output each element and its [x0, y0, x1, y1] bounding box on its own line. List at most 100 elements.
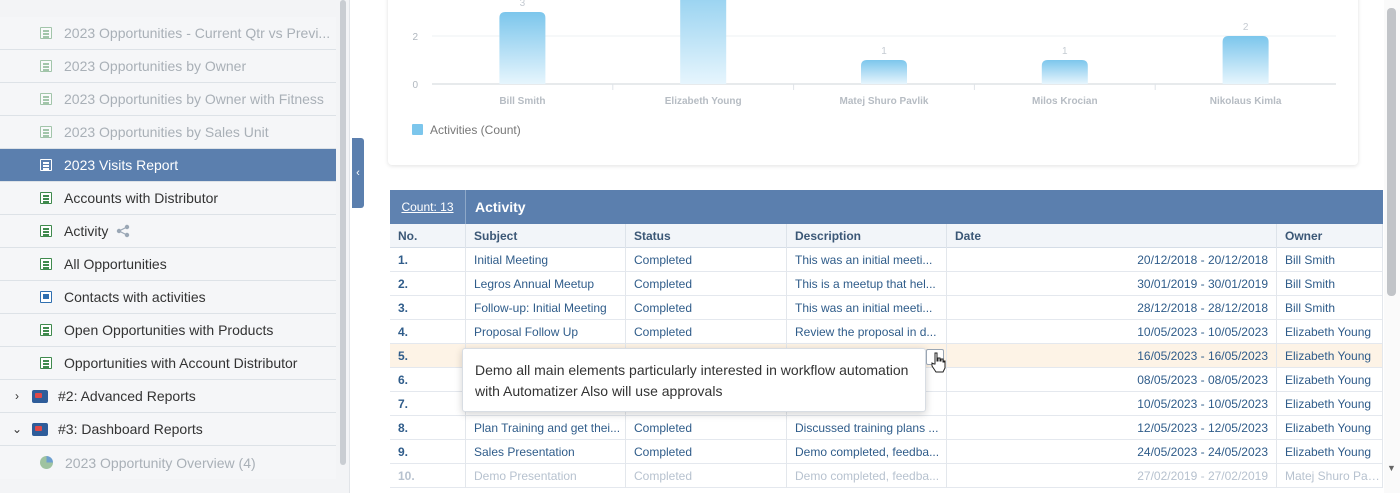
sidebar-report-item[interactable]: Open Opportunities with Products: [0, 314, 336, 347]
y-tick-label: 2: [412, 32, 418, 43]
chevron-down-icon[interactable]: ⌄: [11, 422, 23, 436]
description-cell: a...: [787, 392, 947, 416]
status-cell: Completed: [626, 272, 787, 296]
table-row[interactable]: 3. Follow-up: Initial Meeting Completed Thi…: [390, 296, 1383, 320]
column-header[interactable]: Status: [626, 224, 787, 248]
table-row[interactable]: 10. Demo Presentation Completed Demo comple…: [390, 464, 1383, 488]
description-cell: Discussed training plans ...: [787, 416, 947, 440]
report-icon: [40, 159, 52, 171]
sidebar-report-item[interactable]: 2023 Opportunities by Sales Unit: [0, 116, 336, 149]
report-icon: [40, 225, 52, 237]
share-icon[interactable]: [116, 224, 130, 238]
description-cell: [787, 368, 947, 392]
bar-3[interactable]: [1041, 60, 1088, 84]
status-cell: Completed: [626, 464, 787, 488]
pie-chart-icon: [40, 456, 53, 469]
table-row[interactable]: 9. Sales Presentation Completed Demo comple…: [390, 440, 1383, 464]
date-cell: 16/05/2023 - 16/05/2023: [947, 344, 1277, 368]
sidebar-report-item[interactable]: Accounts with Distributor: [0, 182, 336, 215]
sidebar-report-item[interactable]: Contacts with activities: [0, 281, 336, 314]
bar-1[interactable]: [680, 0, 727, 84]
main-scrollbar-thumb[interactable]: [1387, 8, 1396, 296]
owner-cell: Elizabeth Young: [1277, 416, 1383, 440]
description-cell: Review the proposal in d...: [787, 320, 947, 344]
table-row[interactable]: 2. Legros Annual Meetup Completed This is a…: [390, 272, 1383, 296]
description-cell: This was an initial meeti...: [787, 296, 947, 320]
sidebar-scrollbar-thumb[interactable]: [340, 0, 346, 465]
sidebar-scrollbar[interactable]: [338, 0, 348, 493]
sidebar-report-item[interactable]: 2023 Opportunities by Owner: [0, 50, 336, 83]
sidebar-report-item[interactable]: 2023 Opportunities by Owner with Fitness: [0, 83, 336, 116]
table-row[interactable]: 8. Plan Training and get thei... Completed…: [390, 416, 1383, 440]
sidebar-folder[interactable]: ⌄ #3: Dashboard Reports: [0, 413, 336, 446]
report-icon: [40, 60, 52, 72]
table-row[interactable]: 4. Proposal Follow Up Completed Review the …: [390, 320, 1383, 344]
sidebar-dashboard-item[interactable]: 2023 Opportunity Overview (4): [0, 446, 336, 479]
owner-cell: Elizabeth Young: [1277, 320, 1383, 344]
sidebar-report-label: 2023 Opportunities - Current Qtr vs Prev…: [64, 25, 331, 41]
column-header[interactable]: Description: [787, 224, 947, 248]
subject-cell[interactable]: Proposal Follow Up: [466, 320, 626, 344]
report-icon: [40, 258, 52, 270]
row-number: 8.: [390, 416, 466, 440]
owner-cell: Bill Smith: [1277, 296, 1383, 320]
sidebar-report-item[interactable]: 2023 Opportunities - Current Qtr vs Prev…: [0, 17, 336, 50]
bar-2[interactable]: [861, 60, 907, 84]
grid-group-header: Count: 13 Activity: [390, 190, 1383, 224]
main-scrollbar[interactable]: ▼: [1384, 0, 1400, 493]
report-icon: [40, 27, 52, 39]
x-tick-label: Matej Shuro Pavlik: [840, 96, 929, 107]
sidebar-report-item[interactable]: Opportunities with Account Distributor: [0, 347, 336, 380]
report-icon: [40, 324, 52, 336]
sidebar-report-label: Contacts with activities: [64, 289, 206, 305]
date-cell: 30/01/2019 - 30/01/2019: [947, 272, 1277, 296]
bar-0[interactable]: [499, 12, 546, 84]
owner-cell: Matej Shuro Pavlik: [1277, 464, 1383, 488]
y-tick-label: 0: [412, 80, 418, 91]
date-cell: 28/12/2018 - 28/12/2018: [947, 296, 1277, 320]
column-header[interactable]: Subject: [466, 224, 626, 248]
sidebar-report-item[interactable]: All Opportunities: [0, 248, 336, 281]
subject-cell[interactable]: Legros Annual Meetup: [466, 272, 626, 296]
report-icon: [40, 192, 52, 204]
owner-cell: Bill Smith: [1277, 248, 1383, 272]
owner-cell: Elizabeth Young: [1277, 440, 1383, 464]
group-title: Activity: [475, 199, 526, 215]
subject-cell[interactable]: Demo Presentation: [466, 464, 626, 488]
bar-4[interactable]: [1222, 36, 1269, 84]
row-number: 3.: [390, 296, 466, 320]
sidebar-folder[interactable]: › #2: Advanced Reports: [0, 380, 336, 413]
description-cell: Demo completed, feedba...: [787, 440, 947, 464]
sidebar-report-item[interactable]: Activity: [0, 215, 336, 248]
legend-label: Activities (Count): [430, 123, 521, 137]
sidebar-report-label: 2023 Opportunities by Sales Unit: [64, 124, 269, 140]
owner-cell: Elizabeth Young: [1277, 344, 1383, 368]
table-row[interactable]: 1. Initial Meeting Completed This was an in…: [390, 248, 1383, 272]
status-cell: Completed: [626, 440, 787, 464]
subject-cell[interactable]: Plan Training and get thei...: [466, 416, 626, 440]
x-tick-label: Milos Krocian: [1032, 96, 1098, 107]
report-sidebar: 2023 Opportunities - Current Qtr vs Prev…: [0, 0, 350, 493]
status-cell: Completed: [626, 416, 787, 440]
description-cell: Demo completed, feedba...: [787, 464, 947, 488]
date-cell: 24/05/2023 - 24/05/2023: [947, 440, 1277, 464]
x-tick-label: Bill Smith: [499, 96, 545, 107]
description-tooltip: Demo all main elements particularly inte…: [462, 348, 926, 412]
owner-cell: Bill Smith: [1277, 272, 1383, 296]
chevron-right-icon[interactable]: ›: [15, 389, 19, 403]
report-icon: [40, 93, 52, 105]
subject-cell[interactable]: Initial Meeting: [466, 248, 626, 272]
x-tick-label: Elizabeth Young: [665, 96, 742, 107]
status-cell: Completed: [626, 248, 787, 272]
subject-cell[interactable]: Sales Presentation: [466, 440, 626, 464]
count-link[interactable]: Count: 13: [390, 190, 466, 224]
column-header[interactable]: Owner: [1277, 224, 1383, 248]
column-header[interactable]: Date: [947, 224, 1277, 248]
owner-cell: Elizabeth Young: [1277, 368, 1383, 392]
collapse-sidebar-button[interactable]: ‹: [352, 138, 364, 208]
subject-cell[interactable]: Follow-up: Initial Meeting: [466, 296, 626, 320]
sidebar-report-item[interactable]: 2023 Visits Report: [0, 149, 336, 182]
column-header[interactable]: No.: [390, 224, 466, 248]
scroll-down-arrow-icon[interactable]: ▼: [1387, 463, 1396, 473]
